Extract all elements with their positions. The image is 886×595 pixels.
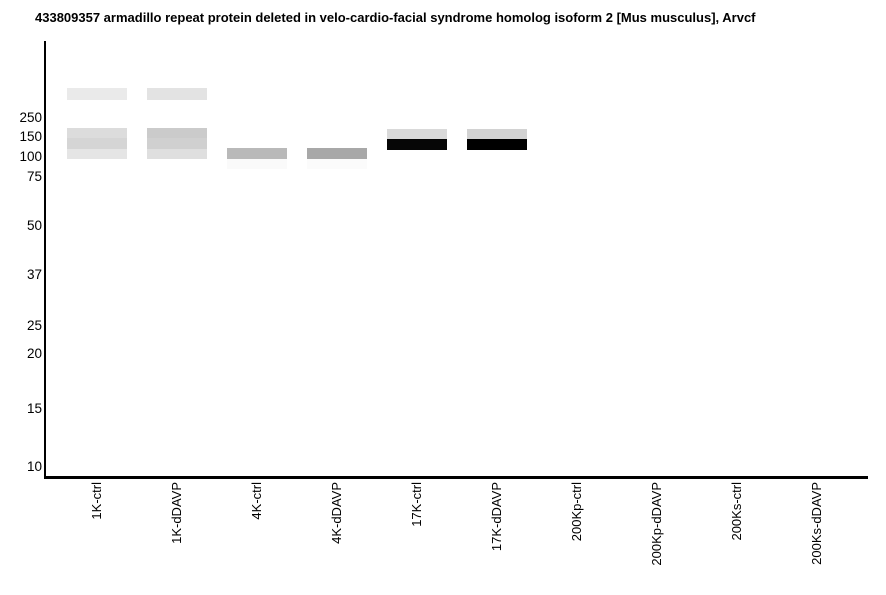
mw-marker-label: 20 [26,346,42,361]
mw-marker-label: 15 [26,401,42,416]
mw-marker-label: 75 [26,169,42,184]
blot-band [227,159,287,169]
blot-band [147,149,207,159]
blot-band [307,148,367,159]
lane-label: 1K-ctrl [89,482,104,520]
blot-band [67,128,127,138]
mw-marker-label: 100 [19,149,42,164]
blot-band [467,129,527,139]
mw-marker-label: 37 [26,267,42,282]
blot-band [67,149,127,159]
blot-band [387,139,447,150]
mw-marker-label: 25 [26,318,42,333]
blot-band [147,138,207,149]
blot-band [467,139,527,150]
blot-band [227,148,287,159]
mw-marker-label: 250 [19,110,42,125]
lane-label: 17K-dDAVP [489,482,504,552]
lane-label: 200Ks-dDAVP [809,482,824,565]
blot-band [307,159,367,169]
y-axis-line [44,41,46,479]
lane-label: 200Kp-ctrl [569,482,584,542]
blot-band [67,88,127,100]
lane-label: 4K-dDAVP [329,482,344,544]
mw-marker-label: 150 [19,129,42,144]
mw-marker-label: 10 [26,459,42,474]
blot-band [147,128,207,138]
blot-band [67,138,127,149]
lane-label: 17K-ctrl [409,482,424,527]
mw-marker-label: 50 [26,218,42,233]
lane-label: 200Kp-dDAVP [649,482,664,566]
blot-band [387,129,447,139]
figure-title: 433809357 armadillo repeat protein delet… [35,10,756,25]
lane-label: 4K-ctrl [249,482,264,520]
lane-label: 200Ks-ctrl [729,482,744,541]
blot-band [147,88,207,100]
lane-label: 1K-dDAVP [169,482,184,544]
x-axis-line [44,476,868,479]
